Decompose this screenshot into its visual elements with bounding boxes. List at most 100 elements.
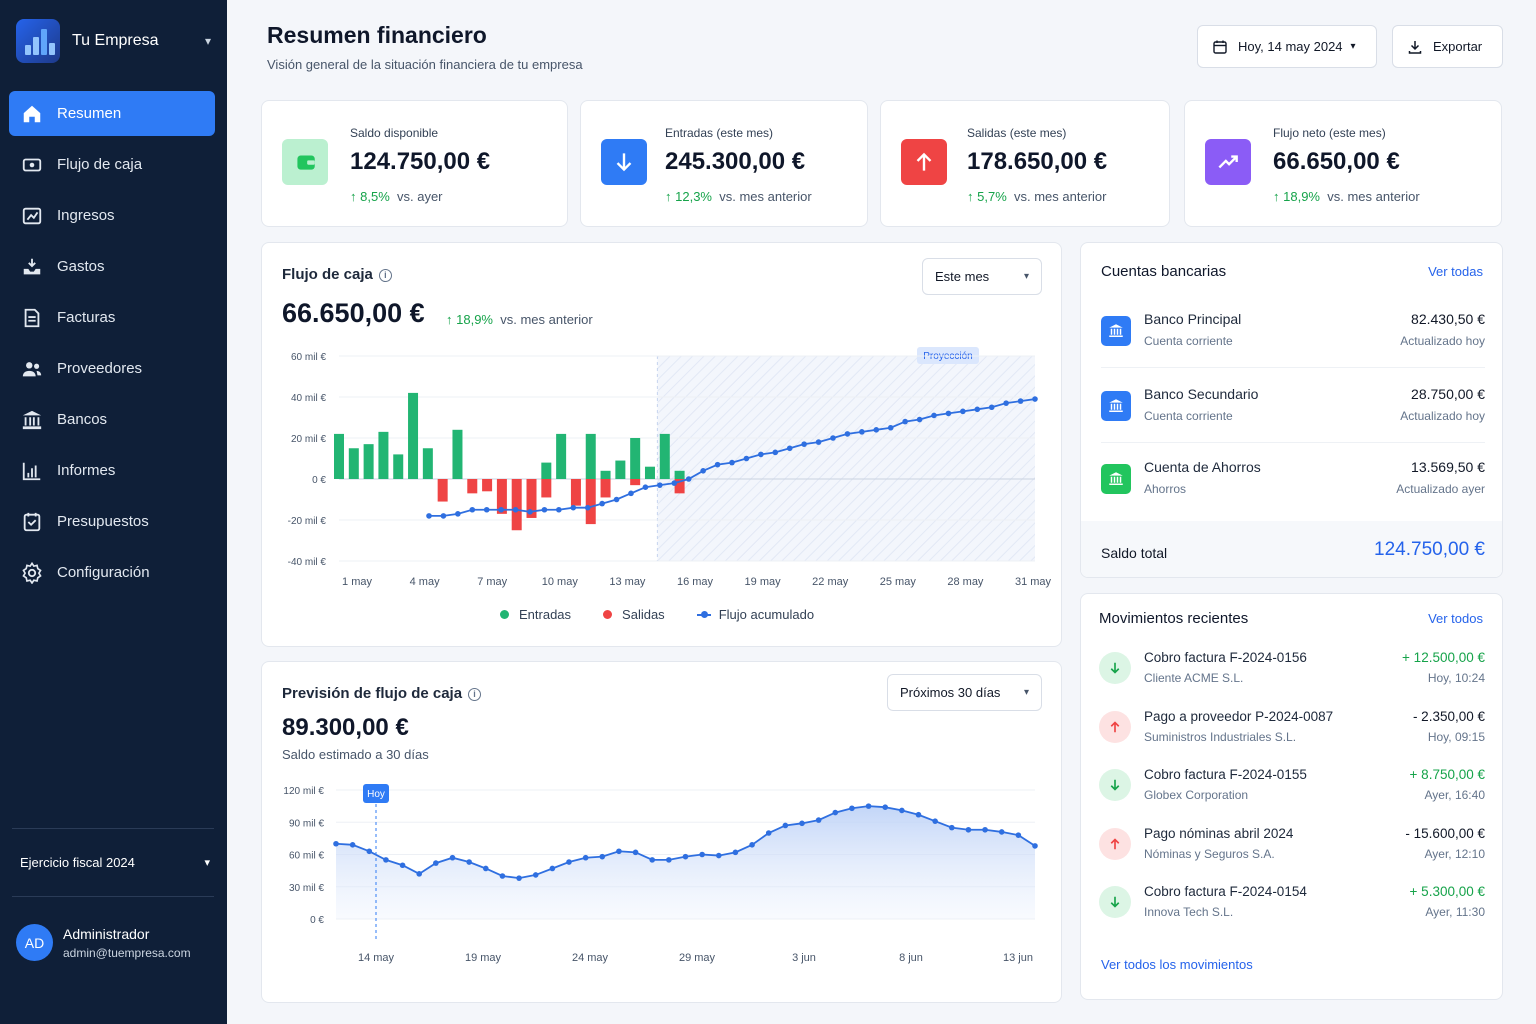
point-flujo-acumulado [469, 506, 476, 513]
movement-row[interactable]: Pago nóminas abril 2024 Nóminas y Seguro… [1099, 826, 1485, 874]
x-tick-label: 28 may [947, 576, 984, 588]
sidebar-item-label: Facturas [57, 309, 116, 326]
bar-entradas [659, 433, 670, 479]
info-icon[interactable]: i [378, 269, 392, 282]
bar-salidas [600, 479, 611, 498]
x-tick-label: 29 may [679, 952, 716, 964]
wallet-icon [282, 139, 328, 185]
period-value: Este mes [935, 269, 990, 284]
date-picker-button[interactable]: Hoy, 14 may 2024 ▾ [1197, 25, 1377, 68]
forecast-point [383, 857, 389, 863]
bank-icon [1101, 391, 1131, 421]
sidebar-item-ingresos[interactable]: Ingresos [9, 193, 215, 238]
sidebar-item-informes[interactable]: Informes [9, 448, 215, 493]
view-all-accounts-link[interactable]: Ver todas [1428, 264, 1483, 279]
point-flujo-acumulado [483, 506, 490, 513]
sidebar-item-proveedores[interactable]: Proveedores [9, 346, 215, 391]
point-flujo-acumulado [440, 513, 447, 519]
forecast-point [682, 853, 689, 860]
forecast-point [649, 857, 656, 863]
sidebar-item-gastos[interactable]: Gastos [9, 244, 215, 289]
export-button[interactable]: Exportar [1392, 25, 1503, 68]
view-all-movements-footer-link[interactable]: Ver todos los movimientos [1101, 957, 1253, 972]
point-flujo-acumulado [700, 468, 706, 474]
bank-icon [1101, 316, 1131, 346]
arrow-up-icon [1099, 827, 1131, 860]
movement-amount: + 12.500,00 € [1402, 650, 1485, 665]
account-name: Banco Secundario [1144, 386, 1259, 402]
forecast-point [416, 871, 423, 877]
sidebar-item-configuracion[interactable]: Configuración [9, 550, 215, 595]
account-amount: 13.569,50 € [1411, 459, 1485, 475]
movement-row[interactable]: Cobro factura F-2024-0154 Innova Tech S.… [1099, 884, 1485, 932]
company-switcher[interactable]: Tu Empresa ▾ [16, 18, 211, 64]
bank-account-row[interactable]: Banco Principal Cuenta corriente 82.430,… [1101, 311, 1485, 369]
x-tick-label: 25 may [880, 576, 917, 588]
bank-accounts-title: Cuentas bancarias [1101, 263, 1227, 280]
sidebar-item-facturas[interactable]: Facturas [9, 295, 215, 340]
bar-salidas [570, 479, 581, 506]
sidebar-item-bancos[interactable]: Bancos [9, 397, 215, 442]
bar-entradas [541, 462, 552, 479]
view-all-movements-link[interactable]: Ver todos [1428, 611, 1483, 626]
point-flujo-acumulado [758, 451, 764, 458]
divider [1101, 367, 1485, 368]
user-name: Administrador [63, 925, 150, 942]
cashflow-card: Flujo de caja i Este mes ▾ 66.650,00 € ↑ 1… [261, 242, 1062, 647]
point-flujo-acumulado [657, 482, 663, 488]
point-flujo-acumulado [714, 461, 721, 468]
bar-entradas [348, 448, 359, 479]
y-tick-label: 20 mil € [291, 434, 326, 445]
forecast-point [749, 842, 755, 848]
user-profile[interactable]: AD Administrador admin@tuempresa.com [16, 924, 191, 961]
y-tick-label: 120 mil € [283, 786, 324, 797]
movement-row[interactable]: Cobro factura F-2024-0155 Globex Corpora… [1099, 767, 1485, 815]
legend-salidas: Salidas [603, 607, 665, 622]
user-email: admin@tuempresa.com [63, 945, 191, 960]
forecast-point [582, 854, 589, 861]
forecast-point [1032, 843, 1038, 849]
movement-amount: + 8.750,00 € [1409, 767, 1485, 782]
chevron-down-icon: ▾ [1350, 41, 1356, 52]
sidebar-item-flujo-de-caja[interactable]: Flujo de caja [9, 142, 215, 187]
point-flujo-acumulado [685, 476, 692, 482]
cashflow-period-select[interactable]: Este mes ▾ [922, 258, 1042, 295]
kpi-delta: ↑ 5,7% vs. mes anterior [967, 189, 1107, 204]
page-title: Resumen financiero [267, 22, 487, 48]
total-balance-label: Saldo total [1101, 545, 1168, 561]
point-flujo-acumulado [873, 427, 880, 433]
info-icon[interactable]: i [468, 688, 482, 701]
bank-account-row[interactable]: Banco Secundario Cuenta corriente 28.750… [1101, 386, 1485, 444]
movement-row[interactable]: Pago a proveedor P-2024-0087 Suministros… [1099, 709, 1485, 757]
bar-entradas [378, 431, 389, 479]
forecast-point [882, 804, 889, 810]
point-flujo-acumulado [844, 431, 851, 437]
divider [12, 896, 214, 897]
calendar-icon [1213, 40, 1227, 54]
sidebar-item-presupuestos[interactable]: Presupuestos [9, 499, 215, 544]
movement-time: Ayer, 11:30 [1425, 905, 1485, 919]
movement-row[interactable]: Cobro factura F-2024-0156 Cliente ACME S… [1099, 650, 1485, 698]
legend-flujo-acumulado: Flujo acumulado [696, 607, 814, 622]
movement-amount: + 5.300,00 € [1409, 884, 1485, 899]
main-nav: Resumen Flujo de caja Ingresos Gastos Factur… [9, 91, 215, 601]
point-flujo-acumulado [556, 506, 562, 513]
forecast-point [516, 875, 522, 881]
account-updated: Actualizado hoy [1400, 334, 1485, 348]
point-flujo-acumulado [772, 449, 779, 456]
y-tick-label: 0 € [312, 475, 326, 486]
fiscal-year-selector[interactable]: Ejercicio fiscal 2024 ▾ [20, 850, 210, 874]
arrow-down-icon [1099, 769, 1131, 801]
x-tick-label: 19 may [465, 952, 502, 964]
divider [1101, 442, 1485, 443]
bank-account-row[interactable]: Cuenta de Ahorros Ahorros 13.569,50 € Ac… [1101, 459, 1485, 517]
point-flujo-acumulado [541, 506, 548, 513]
recent-movements-title: Movimientos recientes [1099, 610, 1249, 627]
forecast-point [815, 817, 822, 823]
point-flujo-acumulado [1017, 398, 1024, 404]
forecast-period-select[interactable]: Próximos 30 días ▾ [887, 674, 1042, 711]
income-icon [22, 207, 42, 224]
bar-entradas [615, 460, 626, 479]
company-logo-icon [16, 19, 60, 63]
sidebar-item-resumen[interactable]: Resumen [9, 91, 215, 136]
